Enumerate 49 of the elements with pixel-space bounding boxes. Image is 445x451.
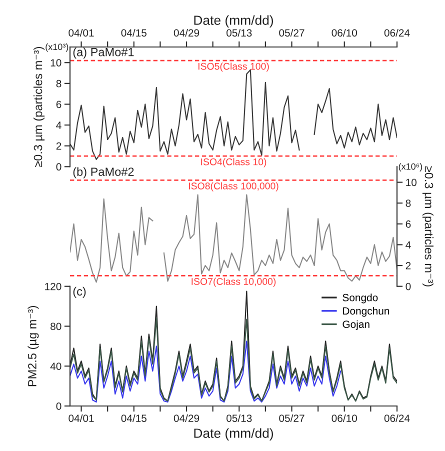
y-tick-label: 4 — [56, 122, 62, 129]
x-tick-label: 04/01 — [68, 414, 94, 422]
x-axis-title: Date (mm/dd) — [194, 15, 274, 28]
y-axis-title: PM2.5 (µg m⁻³) — [28, 306, 39, 386]
x-tick-label: 06/24 — [384, 28, 410, 37]
ref-line-label: ISO5(Class 100) — [198, 62, 269, 72]
x-tick-label: 04/01 — [68, 28, 94, 37]
chart-title: (a) PaMo#1 — [73, 48, 134, 59]
y-tick-label: 4 — [406, 241, 411, 248]
y-tick-label: 10 — [50, 59, 62, 66]
y-tick-label: 8 — [406, 200, 411, 207]
y-tick-label: 10 — [406, 178, 417, 186]
text: (x10⁶) — [398, 163, 422, 172]
y-tick-label: 6 — [406, 220, 411, 228]
y-tick-label: 40 — [50, 362, 62, 370]
y-tick-label: 2 — [406, 262, 411, 270]
chart-title: (b) PaMo#2 — [73, 167, 134, 178]
line-series — [70, 318, 397, 402]
y-axis-title: ≥0.3 µm (particles m⁻³) — [422, 166, 434, 286]
x-tick-label: 06/24 — [384, 414, 410, 422]
x-tick-label: 05/27 — [279, 28, 304, 37]
y-tick-label: 120 — [45, 282, 62, 290]
y-tick-label: 0 — [406, 282, 411, 290]
x-tick-label: 06/10 — [332, 28, 358, 37]
line-series — [70, 340, 342, 403]
x-tick-label: 05/13 — [226, 414, 252, 422]
legend-label: Songdo — [342, 294, 378, 304]
legend-label: Dongchun — [343, 306, 390, 317]
x-tick-label: 04/29 — [174, 28, 200, 37]
ref-line-label: ISO8(Class 100,000) — [189, 182, 278, 192]
y-tick-label: 80 — [50, 322, 62, 330]
y-tick-label: 0 — [56, 163, 62, 171]
legend-label: Gojan — [342, 320, 370, 330]
ref-line-label: ISO4(Class 10) — [201, 158, 266, 168]
x-axis-title: Date (mm/dd) — [194, 428, 274, 441]
x-tick-label: 05/27 — [279, 414, 304, 422]
x-tick-label: 04/15 — [121, 28, 146, 37]
x-tick-label: 05/13 — [226, 28, 252, 37]
y-axis-title: ≥0.3 µm (particles m⁻³) — [34, 46, 45, 168]
y-tick-label: 6 — [56, 100, 62, 108]
y-tick-label: 2 — [56, 142, 62, 150]
x-tick-label: 04/15 — [121, 414, 146, 422]
text: (x10³) — [46, 43, 68, 52]
y-tick-label: 8 — [56, 80, 62, 88]
x-tick-label: 06/10 — [332, 414, 358, 422]
ref-line-label: ISO7(Class 10,000) — [192, 278, 276, 287]
chart-title: (c) — [73, 286, 86, 298]
y-tick-label: 0 — [56, 402, 62, 410]
x-tick-label: 04/29 — [174, 414, 200, 422]
